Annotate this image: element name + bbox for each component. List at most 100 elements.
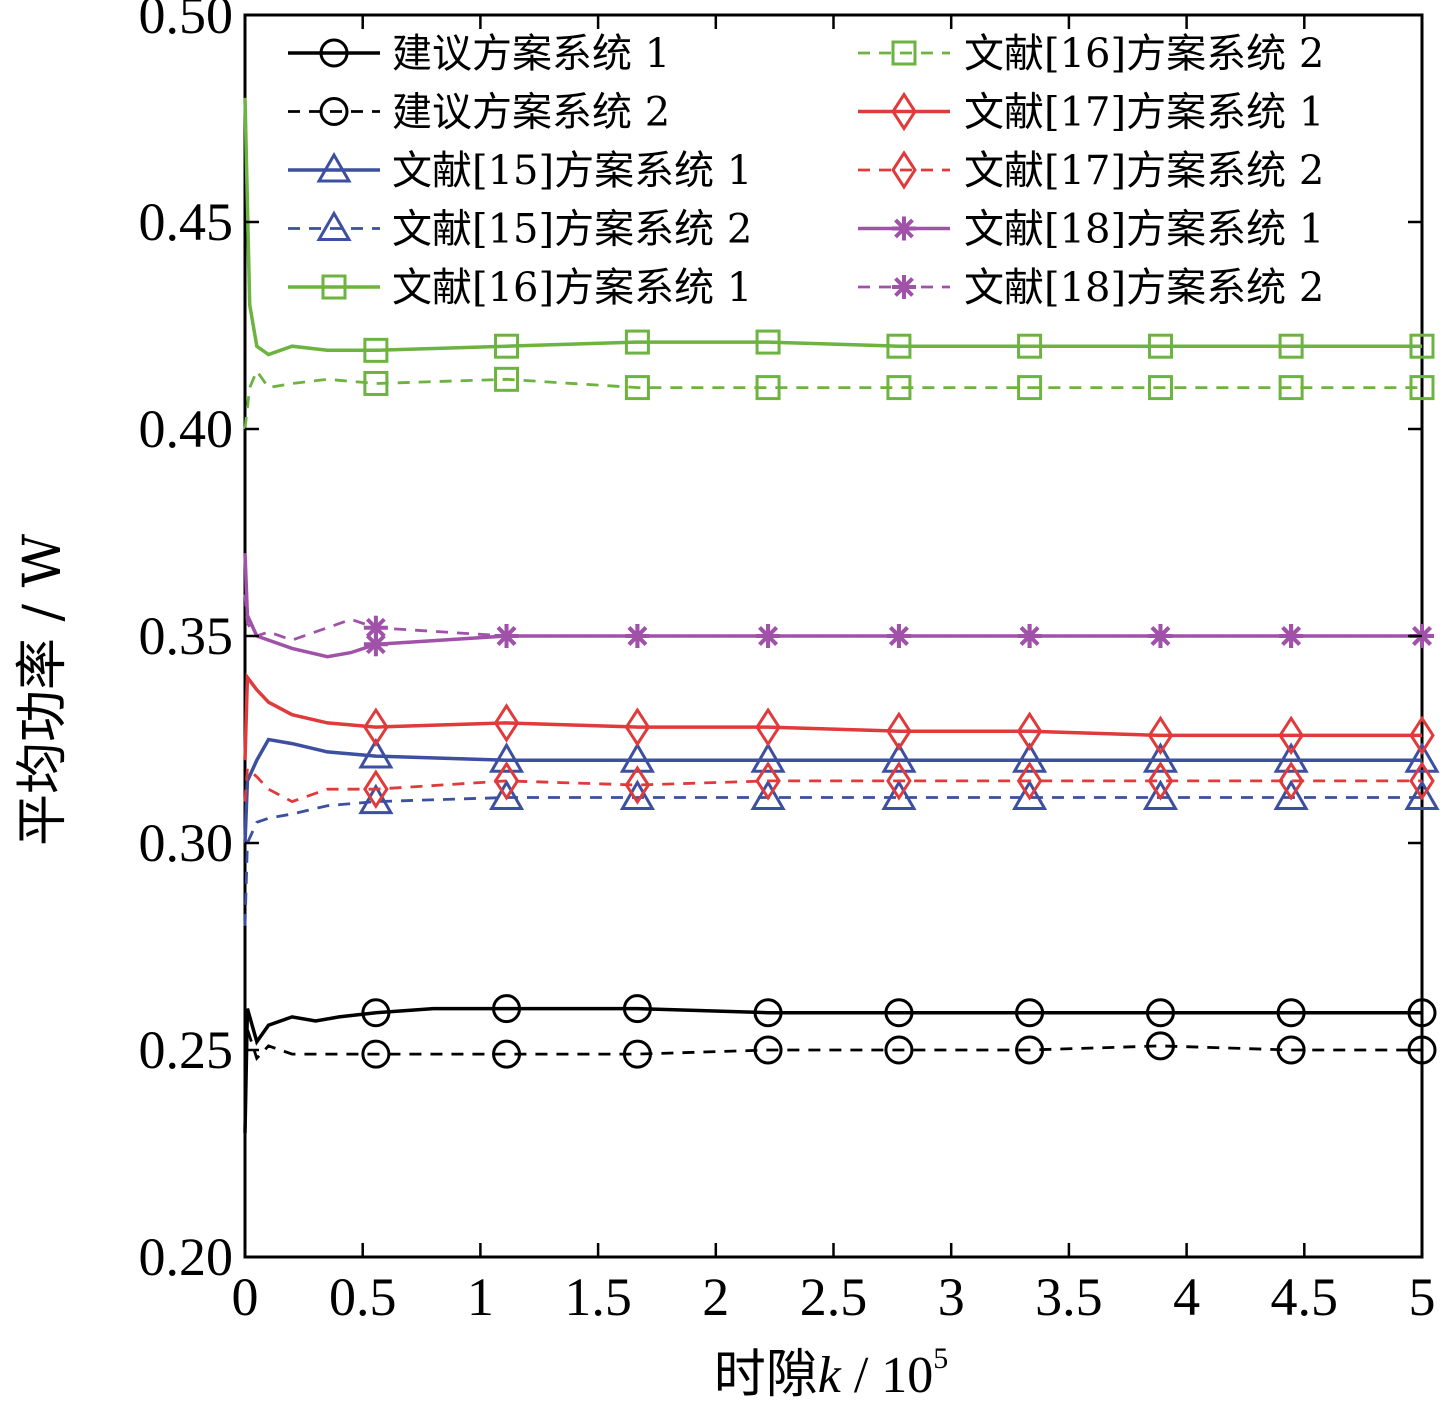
marker-triangle: [1142, 779, 1179, 810]
marker-diamond: [363, 769, 389, 809]
legend-label: 文献[18]方案系统 2: [964, 265, 1324, 311]
marker-diamond: [363, 707, 389, 747]
series-line: [243, 594, 1422, 642]
marker-triangle: [316, 210, 352, 241]
marker-square: [1409, 333, 1435, 359]
marker-circle: [622, 994, 652, 1024]
marker-triangle: [1273, 779, 1309, 810]
series-line: [243, 97, 1422, 357]
marker-square: [886, 375, 912, 401]
series-group: [243, 97, 1440, 1133]
marker-square: [494, 366, 520, 392]
y-tick-label: 0.25: [139, 1020, 234, 1080]
marker-asterisk: [494, 624, 519, 648]
x-tick-label: 3: [938, 1267, 965, 1327]
series: [243, 994, 1437, 1133]
legend-item: 文献[17]方案系统 2: [858, 148, 1324, 194]
marker-diamond: [1409, 761, 1435, 801]
marker-square: [321, 274, 347, 300]
legend-item: 文献[17]方案系统 1: [858, 90, 1324, 136]
marker-asterisk-stroke: [365, 617, 386, 638]
x-tick-label: 1: [467, 1267, 494, 1327]
marker-square: [1017, 333, 1043, 359]
marker-diamond: [886, 761, 912, 801]
marker-triangle: [1142, 742, 1179, 773]
marker-asterisk-stroke: [894, 218, 914, 239]
marker-triangle: [619, 779, 656, 810]
x-tick-label: 3.5: [1035, 1267, 1103, 1327]
legend-label: 文献[15]方案系统 1: [392, 148, 752, 194]
marker-circle: [753, 998, 783, 1028]
legend: 建议方案系统 1 建议方案系统 2 文献[15]方案系统 1 文献[15]方案系统 2…: [288, 31, 1324, 311]
legend-item: 文献[16]方案系统 2: [858, 31, 1324, 77]
marker-triangle: [358, 783, 394, 815]
marker-asterisk: [892, 275, 916, 299]
marker-square: [886, 333, 912, 359]
marker-square: [1017, 375, 1043, 401]
marker-triangle: [1273, 742, 1309, 773]
x-tick-label: 2.5: [800, 1267, 868, 1327]
marker-circle: [361, 998, 391, 1028]
marker-diamond: [1147, 761, 1174, 801]
marker-square: [755, 375, 781, 401]
marker-diamond: [624, 707, 651, 747]
marker-triangle: [1404, 779, 1440, 810]
marker-circle: [319, 97, 349, 126]
x-tick-label: 0: [232, 1267, 259, 1327]
marker-asterisk: [625, 624, 650, 648]
marker-diamond: [1147, 715, 1174, 756]
marker-triangle: [750, 779, 786, 810]
marker-diamond: [1016, 711, 1043, 751]
marker-diamond: [886, 711, 912, 751]
legend-item: 文献[18]方案系统 1: [858, 207, 1324, 253]
marker-triangle: [358, 738, 394, 769]
marker-diamond: [1016, 761, 1043, 801]
series: [243, 366, 1435, 430]
marker-circle: [1145, 998, 1175, 1028]
marker-asterisk: [892, 216, 916, 241]
marker-circle: [319, 38, 349, 68]
x-axis-title: 时隙k / 105: [714, 1342, 949, 1403]
legend-label: 建议方案系统 2: [392, 90, 670, 136]
marker-diamond: [891, 150, 917, 190]
x-tick-label: 5: [1409, 1267, 1436, 1327]
legend-label: 文献[16]方案系统 2: [964, 31, 1324, 77]
marker-asterisk-stroke: [365, 634, 386, 655]
marker-asterisk-stroke: [894, 277, 914, 297]
marker-triangle: [619, 742, 656, 773]
marker-circle: [1015, 998, 1045, 1028]
series-line: [243, 737, 1422, 844]
marker-square: [1278, 333, 1304, 359]
marker-asterisk-stroke: [1150, 626, 1171, 646]
series-line: [243, 368, 1422, 430]
series: [243, 779, 1440, 926]
y-tick-label: 0.45: [139, 192, 234, 252]
marker-circle: [492, 1039, 522, 1069]
marker-triangle: [488, 742, 525, 773]
marker-diamond: [1409, 715, 1435, 756]
y-tick-label: 0.20: [139, 1227, 234, 1287]
x-tick-label: 4: [1173, 1267, 1200, 1327]
series: [243, 553, 1434, 659]
marker-diamond: [1278, 715, 1304, 756]
x-tick-label: 1.5: [564, 1267, 632, 1327]
marker-triangle: [488, 779, 525, 810]
legend-item: 建议方案系统 1: [288, 31, 670, 77]
x-axis-title-exponent: 5: [933, 1342, 948, 1375]
marker-square: [624, 329, 650, 355]
legend-item: 文献[15]方案系统 1: [288, 148, 752, 194]
marker-circle: [1015, 1035, 1045, 1065]
series: [243, 594, 1434, 648]
marker-square: [1278, 375, 1304, 401]
marker-diamond: [891, 91, 917, 132]
marker-square: [363, 337, 389, 363]
x-axis-title-unit: / 10: [841, 1347, 933, 1403]
marker-circle: [1276, 998, 1306, 1028]
series-line: [243, 672, 1422, 761]
marker-circle: [1145, 1031, 1175, 1061]
marker-circle: [884, 998, 914, 1028]
legend-label: 文献[18]方案系统 1: [964, 207, 1324, 253]
marker-asterisk-stroke: [1019, 626, 1040, 646]
axis-ticks: 0 0.5 1 1.5 2 2.5 3 3.5 4 4.5 5 0.20 0.25 0.30 0.35 0.4…: [139, 0, 1436, 1327]
